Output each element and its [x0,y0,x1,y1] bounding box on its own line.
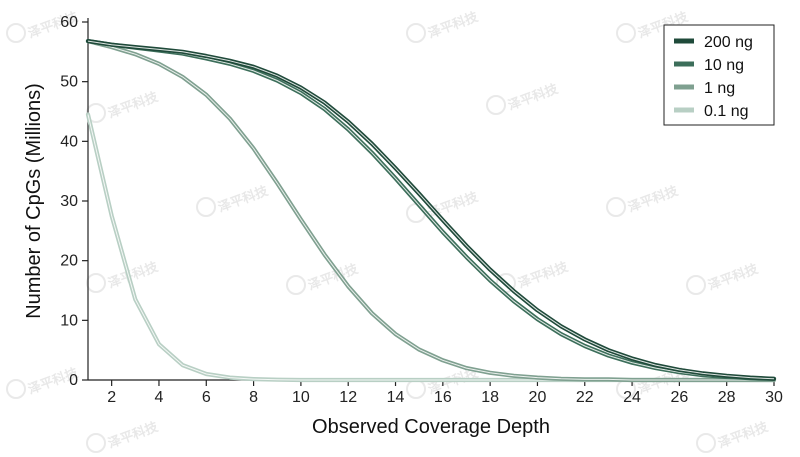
legend: 200 ng 10 ng 1 ng 0.1 ng [663,24,775,126]
x-tick-label: 20 [529,389,547,406]
watermark-text: 泽平科技 [216,183,271,216]
watermark-text: 泽平科技 [426,9,481,42]
y-tick-label: 40 [60,133,78,150]
x-tick-label: 30 [765,389,783,406]
series-line-highlight-1-ng [87,40,774,381]
x-tick-label: 24 [623,389,641,406]
y-tick-label: 10 [60,312,78,329]
watermark-text: 泽平科技 [506,81,561,114]
watermark-text: 泽平科技 [716,419,771,452]
series-line-highlight-0-1-ng [87,114,774,381]
x-tick-label: 16 [434,389,452,406]
watermark-logo-icon [86,273,106,293]
legend-label: 0.1 ng [704,103,748,120]
watermark-text: 泽平科技 [106,89,161,122]
watermark-logo-icon [6,23,26,43]
series-lines [85,38,777,383]
y-tick-label: 20 [60,253,78,270]
x-tick-label: 26 [670,389,688,406]
series-line-highlight-10-ng [87,40,775,380]
x-tick-label: 12 [339,389,357,406]
x-tick-label: 28 [718,389,736,406]
watermark-logo-icon [616,23,636,43]
y-tick-label: 30 [60,193,78,210]
x-tick-label: 10 [292,389,310,406]
watermark-logo-icon [86,433,106,453]
y-tick-label: 50 [60,74,78,91]
watermark-logo-icon [286,275,306,295]
watermark-logo-icon [6,379,26,399]
watermark-logo-icon [606,197,626,217]
x-tick-label: 18 [481,389,499,406]
watermark-text: 泽平科技 [426,189,481,222]
y-axis-title: Number of CpGs (Millions) [23,83,45,319]
x-tick-label: 2 [107,389,116,406]
x-tick-label: 22 [576,389,594,406]
watermark-logo-icon [406,23,426,43]
y-tick-label: 0 [69,372,78,389]
watermark-text: 泽平科技 [706,261,761,294]
x-tick-label: 14 [387,389,405,406]
y-axis-ticks: 0 10 20 30 40 50 60 [60,14,88,389]
watermark-text: 泽平科技 [626,183,681,216]
watermark-text: 泽平科技 [106,419,161,452]
watermark-logo-icon [406,379,426,399]
x-axis-title: Observed Coverage Depth [312,416,550,438]
legend-label: 10 ng [704,57,744,74]
x-tick-label: 6 [202,389,211,406]
legend-label: 1 ng [704,80,735,97]
y-tick-label: 60 [60,14,78,31]
watermark-logo-icon [696,433,716,453]
x-tick-label: 8 [249,389,258,406]
watermark-logo-icon [196,197,216,217]
watermark-text: 泽平科技 [516,259,571,292]
series-line-highlight-200-ng [87,40,775,380]
legend-label: 200 ng [704,34,753,51]
x-axis-ticks: 2 4 6 8 10 12 14 16 18 20 22 24 26 28 30 [107,380,783,406]
series-line-0-1-ng [85,112,777,383]
watermark-logo-icon [686,275,706,295]
x-tick-label: 4 [155,389,164,406]
watermark-logo-icon [486,95,506,115]
